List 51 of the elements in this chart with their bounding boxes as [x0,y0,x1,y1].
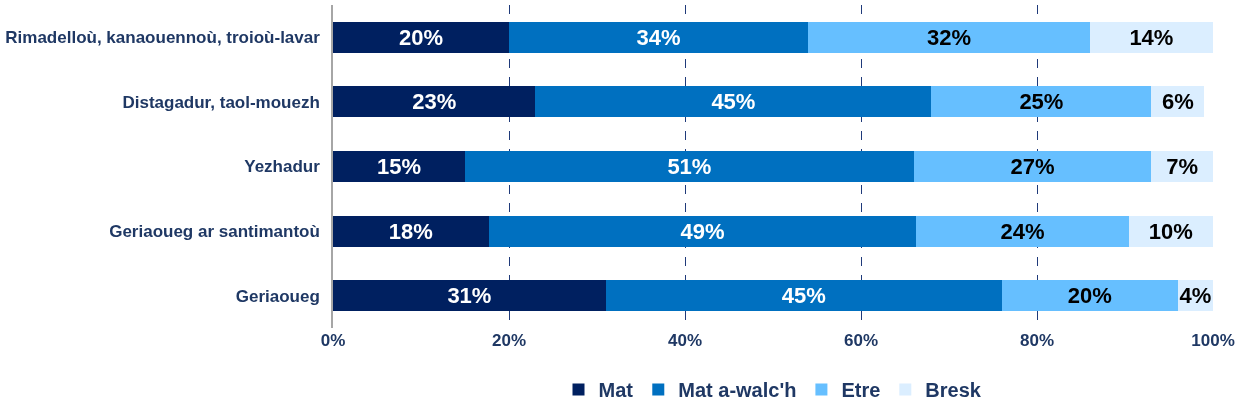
bar [1001,280,1178,312]
data-label: 6% [1161,89,1194,115]
bar [333,215,489,247]
data-label: 45% [781,283,826,309]
data-label: 20% [398,24,444,50]
data-label: 49% [680,218,725,244]
data-label: 18% [388,218,433,244]
y-tick-label: Rimadelloù, kanaouennoù, troioù-lavar [5,28,321,48]
legend-label: Mat a-walc'h [678,379,797,402]
bar [465,151,914,182]
data-label: 7% [1166,154,1199,179]
legend-label: Mat [598,379,634,402]
y-tick-label: Geriaoueg [235,286,320,306]
data-label: 45% [711,89,756,115]
bar [913,151,1152,182]
data-label: 25% [1019,89,1064,115]
data-label: 34% [636,24,681,50]
bar [509,21,809,53]
bar [1089,21,1213,53]
x-tick-label: 20% [491,331,527,350]
bar [333,151,465,182]
bar [931,86,1152,118]
x-tick-label: 40% [667,331,703,350]
data-label: 27% [1010,154,1055,179]
bar [488,215,917,247]
bar [605,280,1002,312]
data-label: 32% [926,24,972,50]
data-label: 31% [447,283,492,309]
x-tick-label: 80% [1019,331,1055,350]
bar [535,86,932,118]
y-tick-label: Yezhadur [244,157,321,177]
data-label: 14% [1129,24,1174,50]
bar [333,280,606,312]
bar [333,21,509,53]
x-tick-label: 100% [1191,331,1235,350]
data-label: 51% [667,154,712,179]
legend-label: Etre [841,379,881,402]
data-label: 10% [1148,218,1193,244]
y-tick-label: Geriaoueg ar santimantoù [109,222,320,242]
data-label: 24% [1000,218,1045,244]
x-tick-label: 60% [843,331,879,350]
legend-label: Bresk [925,379,982,402]
data-label: 15% [376,154,422,179]
bar [808,21,1090,53]
bar [333,86,536,118]
data-label: 23% [412,89,457,115]
x-tick-label: 0% [320,331,346,350]
data-label: 4% [1179,283,1212,309]
y-tick-label: Distagadur, taol-mouezh [122,92,320,112]
data-label: 20% [1067,283,1112,309]
bar [916,215,1129,247]
